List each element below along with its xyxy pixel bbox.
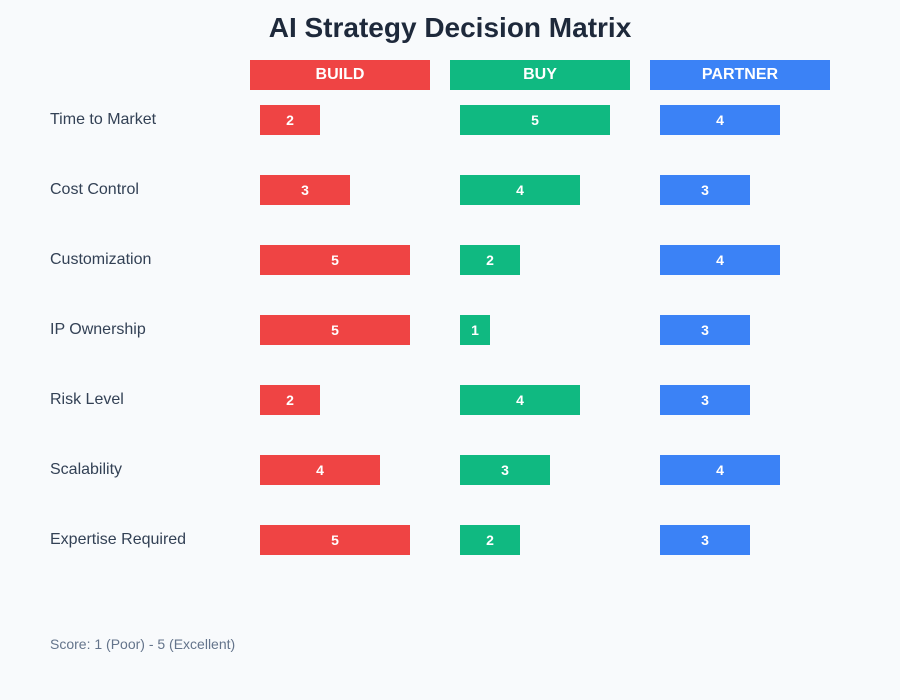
score-bar-partner: 3 bbox=[660, 525, 750, 555]
score-bar-build: 3 bbox=[260, 175, 350, 205]
row-label: Time to Market bbox=[50, 111, 157, 128]
chart-title: AI Strategy Decision Matrix bbox=[268, 12, 632, 43]
score-bar-partner: 3 bbox=[660, 175, 750, 205]
score-bar-partner: 3 bbox=[660, 385, 750, 415]
score-bar-build: 5 bbox=[260, 315, 410, 345]
score-bar-build: 2 bbox=[260, 105, 320, 135]
score-bar-partner: 4 bbox=[660, 455, 780, 485]
row-label: Cost Control bbox=[50, 181, 139, 198]
score-bar-buy: 4 bbox=[460, 385, 580, 415]
score-bar-build: 4 bbox=[260, 455, 380, 485]
column-header-buy: BUY bbox=[450, 60, 630, 90]
column-header-build: BUILD bbox=[250, 60, 430, 90]
row-label: Scalability bbox=[50, 461, 123, 478]
score-bar-buy: 1 bbox=[460, 315, 490, 345]
row-label: Customization bbox=[50, 251, 152, 268]
row-label: Risk Level bbox=[50, 391, 124, 408]
score-bar-partner: 4 bbox=[660, 245, 780, 275]
row-label: Expertise Required bbox=[50, 531, 187, 548]
score-bar-buy: 3 bbox=[460, 455, 550, 485]
score-bar-buy: 5 bbox=[460, 105, 610, 135]
row-label: IP Ownership bbox=[50, 321, 146, 338]
score-bar-buy: 2 bbox=[460, 245, 520, 275]
score-bar-partner: 3 bbox=[660, 315, 750, 345]
score-bar-partner: 4 bbox=[660, 105, 780, 135]
score-bar-build: 5 bbox=[260, 245, 410, 275]
score-bar-build: 5 bbox=[260, 525, 410, 555]
score-legend-note: Score: 1 (Poor) - 5 (Excellent) bbox=[50, 636, 236, 652]
score-bar-buy: 2 bbox=[460, 525, 520, 555]
score-bar-build: 2 bbox=[260, 385, 320, 415]
score-bar-buy: 4 bbox=[460, 175, 580, 205]
column-header-partner: PARTNER bbox=[650, 60, 830, 90]
